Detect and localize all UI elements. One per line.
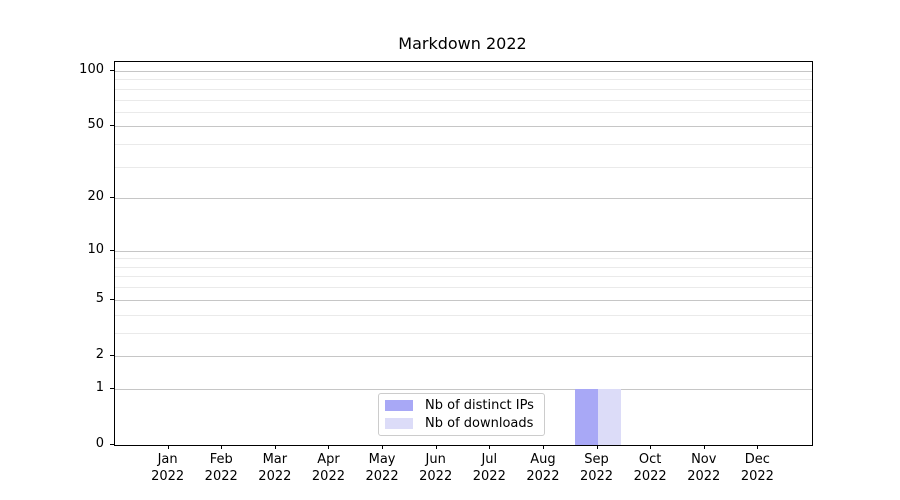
y-tick-mark-100: [110, 70, 114, 71]
gridline-minor-30: [115, 166, 812, 168]
y-tick-label-1: 1: [95, 379, 104, 395]
x-tick-label-sep-2022: Sep 2022: [579, 452, 614, 484]
x-tick-label-dec-2022: Dec 2022: [740, 452, 774, 484]
y-tick-mark-20: [110, 197, 114, 199]
y-tick-label-10: 10: [87, 241, 104, 257]
x-tick-label-may-2022: May 2022: [365, 452, 399, 484]
x-tick-label-jun-2022: Jun 2022: [419, 452, 453, 484]
y-tick-mark-10: [110, 249, 114, 251]
gridline-major-10: [115, 250, 812, 252]
gridline-major-2: [115, 355, 812, 357]
y-tick-label-100: 100: [79, 62, 104, 77]
gridline-minor-6: [115, 287, 812, 289]
chart-title: Markdown 2022: [398, 34, 527, 53]
y-tick-label-20: 20: [87, 189, 104, 205]
x-tick-mark-dec-2022: [757, 445, 759, 449]
legend: Nb of distinct IPs Nb of downloads: [378, 393, 545, 436]
plot-area: [114, 61, 813, 446]
x-tick-mark-oct-2022: [650, 445, 652, 449]
legend-label-distinct-ips: Nb of distinct IPs: [425, 397, 534, 413]
gridline-minor-90: [115, 79, 812, 81]
x-tick-mark-feb-2022: [221, 445, 223, 449]
gridline-major-50: [115, 126, 812, 128]
legend-swatch-distinct-ips: [385, 399, 413, 411]
x-tick-mark-aug-2022: [542, 445, 544, 449]
x-tick-mark-jul-2022: [489, 445, 491, 449]
legend-label-downloads: Nb of downloads: [425, 416, 534, 432]
y-tick-mark-5: [110, 298, 114, 300]
x-tick-label-jan-2022: Jan 2022: [151, 452, 185, 484]
y-tick-mark-2: [110, 354, 114, 356]
legend-swatch-downloads: [385, 418, 413, 430]
gridline-minor-7: [115, 276, 812, 278]
x-tick-label-nov-2022: Nov 2022: [687, 452, 721, 484]
gridline-major-20: [115, 198, 812, 200]
gridline-major-100: [115, 71, 812, 72]
x-tick-mark-sep-2022: [596, 445, 598, 449]
y-tick-mark-50: [110, 125, 114, 127]
gridline-major-5: [115, 299, 812, 301]
y-tick-label-2: 2: [95, 346, 104, 362]
x-tick-mark-mar-2022: [274, 445, 276, 449]
legend-entry-downloads: Nb of downloads: [385, 416, 538, 433]
gridline-minor-70: [115, 99, 812, 101]
x-tick-mark-nov-2022: [703, 445, 705, 449]
gridline-minor-80: [115, 88, 812, 90]
x-tick-label-feb-2022: Feb 2022: [204, 452, 238, 484]
y-tick-mark-0: [110, 444, 114, 445]
x-tick-mark-apr-2022: [328, 445, 330, 449]
x-tick-label-oct-2022: Oct 2022: [633, 452, 667, 484]
bar-nb-of-distinct-ips-sep-2022: [574, 388, 598, 445]
gridline-minor-3: [115, 332, 812, 334]
gridline-minor-8: [115, 266, 812, 268]
y-tick-label-0: 0: [95, 436, 104, 451]
x-tick-mark-jan-2022: [167, 445, 169, 449]
gridline-minor-60: [115, 111, 812, 113]
gridline-minor-40: [115, 144, 812, 146]
gridline-minor-4: [115, 314, 812, 316]
bar-nb-of-downloads-sep-2022: [597, 388, 621, 445]
x-tick-mark-jun-2022: [435, 445, 437, 449]
x-tick-mark-may-2022: [382, 445, 384, 449]
gridline-minor-9: [115, 258, 812, 260]
y-tick-mark-1: [110, 387, 114, 389]
y-tick-label-50: 50: [87, 117, 104, 133]
x-tick-label-jul-2022: Jul 2022: [472, 452, 506, 484]
y-tick-label-5: 5: [95, 290, 104, 306]
legend-entry-distinct-ips: Nb of distinct IPs: [385, 397, 538, 414]
x-tick-label-mar-2022: Mar 2022: [258, 452, 292, 484]
x-tick-label-apr-2022: Apr 2022: [311, 452, 345, 484]
gridline-major-1: [115, 388, 812, 390]
x-tick-label-aug-2022: Aug 2022: [526, 452, 560, 484]
